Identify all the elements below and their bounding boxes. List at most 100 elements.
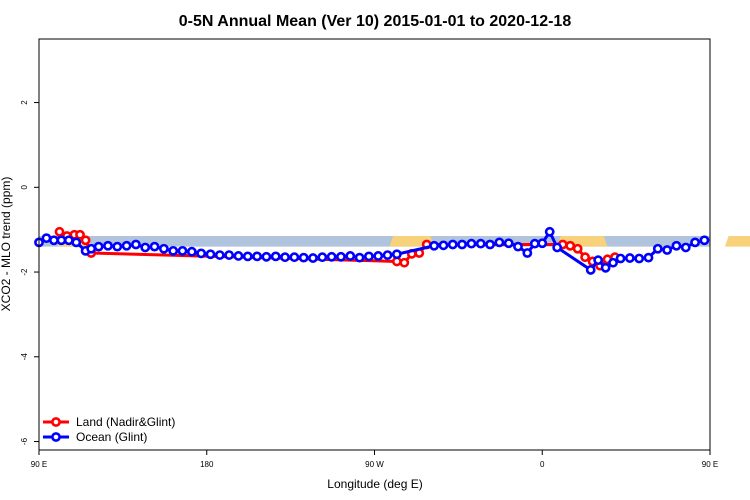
y-tick-label: 0 xyxy=(20,185,29,190)
series-1 xyxy=(34,226,710,275)
data-point xyxy=(280,252,290,263)
data-point xyxy=(252,251,262,262)
data-point xyxy=(261,251,272,262)
data-point xyxy=(242,251,253,262)
data-point xyxy=(63,235,74,246)
data-point xyxy=(447,239,458,250)
y-tick-label: -6 xyxy=(20,437,29,445)
legend-label-0: Land (Nadir&Glint) xyxy=(76,415,175,429)
data-point xyxy=(298,252,309,263)
band-land-3 xyxy=(724,236,750,247)
data-point xyxy=(438,240,449,251)
band-ocean xyxy=(39,236,710,247)
data-point xyxy=(49,235,59,246)
data-point xyxy=(71,237,82,248)
legend-label-1: Ocean (Glint) xyxy=(76,430,147,444)
data-point xyxy=(671,240,682,251)
data-point xyxy=(457,239,468,250)
y-axis-label: XCO2 - MLO trend (ppm) xyxy=(0,177,13,312)
data-point xyxy=(466,238,477,249)
data-point xyxy=(485,239,495,250)
series-0 xyxy=(54,226,620,271)
data-point xyxy=(317,252,328,263)
data-point xyxy=(364,251,374,262)
data-point xyxy=(373,251,384,261)
data-point xyxy=(580,252,591,263)
x-axis-label: Longitude (deg E) xyxy=(327,477,422,491)
data-point xyxy=(86,243,97,254)
data-point xyxy=(652,243,663,254)
data-point xyxy=(121,240,132,251)
chart-title: 0-5N Annual Mean (Ver 10) 2015-01-01 to … xyxy=(179,13,572,30)
data-point xyxy=(149,241,160,252)
x-tick-label: 90 W xyxy=(365,460,384,469)
data-point xyxy=(690,237,700,248)
data-point xyxy=(513,241,523,252)
data-point xyxy=(336,251,346,262)
data-point xyxy=(326,251,337,262)
data-point xyxy=(54,226,65,237)
data-point xyxy=(600,262,611,273)
data-point xyxy=(680,242,691,253)
data-point xyxy=(494,237,505,248)
data-point xyxy=(544,226,555,237)
y-tick-label: -2 xyxy=(20,268,29,276)
data-point xyxy=(158,243,169,254)
data-point xyxy=(41,233,52,244)
data-point xyxy=(585,265,596,275)
data-point xyxy=(529,238,540,249)
data-point xyxy=(624,253,635,263)
data-point xyxy=(80,235,91,246)
data-point xyxy=(354,252,365,263)
x-axis: 90 E 180 90 W 0 90 E xyxy=(31,450,718,469)
data-point xyxy=(429,240,440,251)
y-tick-label: 2 xyxy=(20,100,29,105)
data-point xyxy=(177,245,188,256)
data-point xyxy=(214,250,225,260)
data-point xyxy=(270,251,281,262)
data-point xyxy=(75,229,85,240)
data-point xyxy=(140,242,151,253)
legend-marker-1 xyxy=(51,432,61,442)
legend: Land (Nadir&Glint)Ocean (Glint) xyxy=(43,415,175,444)
x-tick-label: 0 xyxy=(540,460,545,469)
data-point xyxy=(93,241,104,252)
legend-marker-0 xyxy=(51,417,61,427)
data-point xyxy=(475,238,486,249)
data-point xyxy=(634,253,645,264)
data-point xyxy=(643,252,654,263)
y-tick-label: -4 xyxy=(20,353,29,361)
data-point xyxy=(289,252,300,263)
x-tick-label: 90 E xyxy=(31,460,47,469)
data-point xyxy=(593,255,604,266)
data-point xyxy=(552,242,563,253)
data-point xyxy=(56,235,67,246)
data-point xyxy=(345,251,356,261)
data-point xyxy=(537,238,548,249)
data-point xyxy=(131,239,141,250)
data-point xyxy=(224,250,235,260)
data-point xyxy=(399,257,410,268)
data-point xyxy=(615,253,626,264)
data-point xyxy=(112,241,123,252)
data-point xyxy=(308,253,318,263)
data-point xyxy=(186,246,197,257)
data-point xyxy=(572,243,583,254)
data-point xyxy=(699,235,710,246)
data-point xyxy=(233,251,244,261)
data-point xyxy=(608,257,618,268)
data-point xyxy=(662,245,673,255)
data-point xyxy=(382,250,393,260)
x-tick-label: 90 E xyxy=(702,460,718,469)
data-point xyxy=(391,249,402,260)
data-point xyxy=(503,238,514,249)
data-point xyxy=(196,248,207,259)
y-axis: 2 0 -2 -4 -6 xyxy=(20,100,39,445)
series-layer xyxy=(34,226,710,275)
data-point xyxy=(168,245,179,256)
data-point xyxy=(565,240,576,251)
x-tick-label: 180 xyxy=(200,460,214,469)
data-point xyxy=(205,249,216,260)
data-point xyxy=(103,240,113,251)
